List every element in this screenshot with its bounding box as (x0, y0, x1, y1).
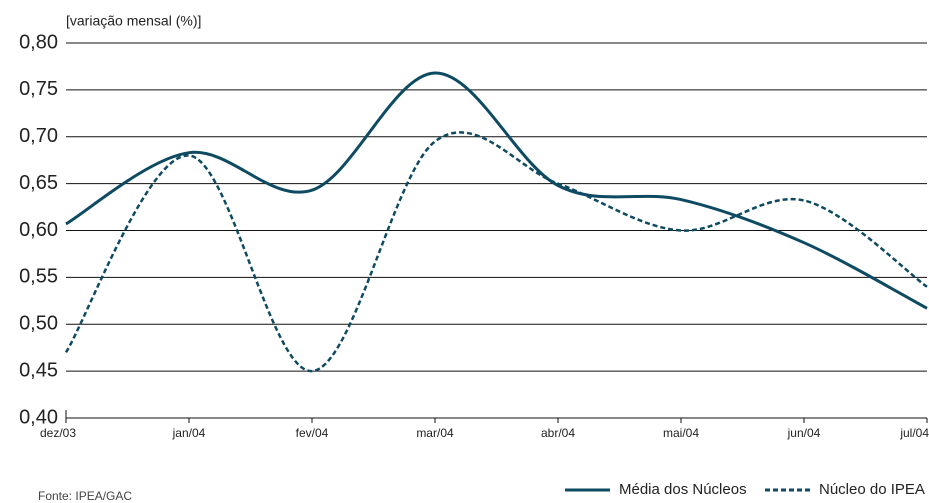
y-tick-label: 0,65 (19, 172, 58, 194)
y-tick-label: 0,60 (19, 219, 58, 241)
source: Fonte: IPEA/GAC (38, 489, 132, 503)
y-axis-label: [variação mensal (%)] (66, 13, 201, 29)
x-tick-label: mai/04 (663, 426, 699, 440)
y-tick-label: 0,80 (19, 31, 58, 53)
x-tick-label: fev/04 (296, 426, 329, 440)
series-line (65, 71, 928, 310)
legend-label: Núcleo do IPEA (819, 481, 925, 498)
x-tick-label: mar/04 (416, 426, 454, 440)
y-tick-label: 0,55 (19, 266, 58, 288)
x-tick-label: jun/04 (787, 426, 821, 440)
y-tick-label: 0,75 (19, 78, 58, 100)
legend-label: Média dos Núcleos (619, 481, 747, 498)
x-tick-label: dez/03 (40, 426, 76, 440)
y-tick-label: 0,45 (19, 359, 58, 381)
y-tick-label: 0,40 (19, 406, 58, 428)
x-tick-label: jan/04 (172, 426, 206, 440)
y-tick-label: 0,50 (19, 313, 58, 335)
x-tick-label: abr/04 (541, 426, 575, 440)
y-tick-label: 0,70 (19, 125, 58, 147)
series-line (64, 131, 928, 373)
x-tick-label: jul/04 (899, 426, 929, 440)
